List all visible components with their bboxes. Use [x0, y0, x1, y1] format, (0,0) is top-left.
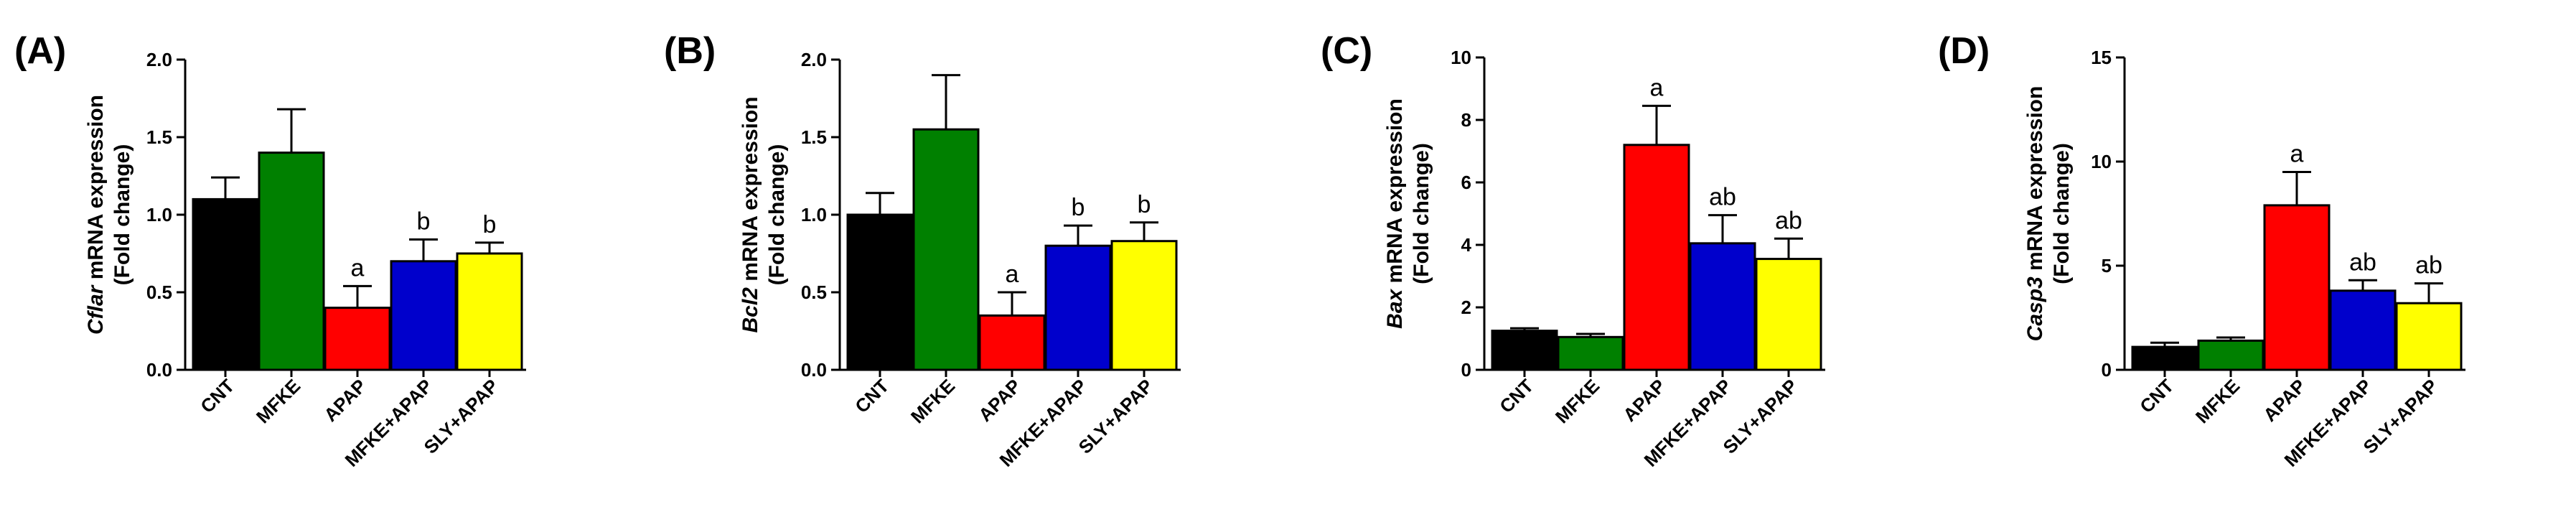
bar-apap: [2263, 204, 2331, 371]
x-tick-label: CNT: [851, 375, 893, 417]
y-tick-label: 4: [1461, 234, 1472, 256]
significance-letter: ab: [2415, 252, 2442, 279]
bar-mfke-apap: [1689, 242, 1756, 371]
bar-sly-apap: [1755, 258, 1822, 371]
panel-label: (C): [1321, 30, 1372, 72]
y-tick-label: 15: [2091, 47, 2112, 68]
bar-mfke-apap: [1044, 244, 1112, 371]
bar-mfke: [1557, 335, 1624, 371]
y-axis-gene: Cflar: [84, 284, 108, 335]
y-axis-title: Bcl2 mRNA expression: [739, 96, 762, 332]
bar-cnt: [846, 213, 914, 371]
y-axis-title: Bax mRNA expression: [1383, 98, 1407, 329]
bar-apap: [1623, 144, 1690, 371]
y-tick-label: 1.5: [801, 126, 827, 148]
significance-letter: a: [351, 254, 365, 281]
panel-label: (A): [14, 30, 66, 72]
bar-apap: [324, 307, 391, 371]
y-tick-label: 1.0: [801, 204, 827, 225]
y-axis-title-line2: (Fold change): [2050, 143, 2074, 284]
x-tick-label: APAP: [1619, 375, 1669, 426]
x-tick-label: MFKE: [252, 375, 304, 427]
y-axis-title-rest: mRNA expression: [739, 96, 762, 287]
x-tick-label: APAP: [974, 375, 1025, 426]
y-axis-title-line2: (Fold change): [111, 144, 134, 286]
significance-letter: ab: [2349, 248, 2376, 276]
bar-mfke-apap: [390, 260, 457, 371]
y-tick-label: 2: [1461, 297, 1471, 318]
y-axis-title-line2: (Fold change): [1410, 143, 1433, 284]
y-axis-title-rest: mRNA expression: [2023, 86, 2047, 277]
panel-c: (C) Bax mRNA expression (Fold change) 0 2 4 6 8…: [1321, 30, 1825, 471]
bar-mfke-apap: [2329, 289, 2397, 371]
panel-d: (D) Casp3 mRNA expression (Fold change) 0 5 1…: [1938, 30, 2465, 471]
y-tick-label: 10: [2091, 151, 2112, 172]
y-axis-title-line2: (Fold change): [765, 144, 789, 286]
y-tick-label: 10: [1451, 47, 1471, 68]
y-axis-title: Cflar mRNA expression: [84, 95, 108, 335]
panel-label: (D): [1938, 30, 1990, 72]
y-tick-label: 2.0: [146, 49, 172, 70]
x-tick-label: APAP: [319, 375, 370, 426]
bar-sly-apap: [1110, 240, 1178, 371]
bar-cnt: [1491, 330, 1558, 371]
x-tick-label: MFKE: [1551, 375, 1603, 427]
bar-sly-apap: [2395, 302, 2463, 371]
x-tick-label: CNT: [2135, 375, 2178, 417]
y-axis-title: Casp3 mRNA expression: [2023, 86, 2047, 342]
y-tick-label: 5: [2102, 255, 2112, 276]
x-tick-label: APAP: [2259, 375, 2310, 426]
bar-sly-apap: [456, 252, 523, 371]
y-tick-label: 0.5: [801, 281, 827, 303]
y-axis-title-rest: mRNA expression: [84, 95, 108, 286]
significance-letter: a: [1650, 74, 1664, 101]
y-tick-label: 0.5: [146, 281, 172, 303]
y-tick-label: 0: [2102, 359, 2112, 381]
y-tick-label: 6: [1461, 172, 1471, 193]
y-axis-gene: Bax: [1383, 288, 1407, 328]
y-tick-label: 0.0: [146, 359, 172, 381]
significance-letter: b: [1072, 194, 1085, 221]
x-tick-label: CNT: [1495, 375, 1537, 417]
y-tick-label: 2.0: [801, 49, 827, 70]
panel-a: (A) Cflar mRNA expression (Fold change) 0.0…: [14, 30, 526, 471]
significance-letter: b: [1138, 191, 1151, 218]
bar-cnt: [2131, 345, 2198, 371]
y-tick-label: 1.0: [146, 204, 172, 225]
x-tick-label: MFKE: [2191, 375, 2244, 427]
y-tick-label: 0: [1461, 359, 1471, 381]
bar-mfke: [2197, 339, 2264, 371]
significance-letter: ab: [1709, 184, 1736, 211]
y-tick-label: 0.0: [801, 359, 827, 381]
y-axis-title-rest: mRNA expression: [1383, 98, 1407, 289]
bar-mfke: [258, 152, 325, 371]
y-axis-gene: Casp3: [2023, 276, 2047, 341]
panel-label: (B): [664, 30, 716, 72]
significance-letter: a: [2290, 141, 2304, 168]
x-tick-label: CNT: [196, 375, 238, 417]
y-tick-label: 1.5: [146, 126, 172, 148]
significance-letter: b: [483, 211, 497, 238]
y-axis-gene: Bcl2: [739, 287, 762, 333]
significance-letter: a: [1006, 261, 1019, 288]
significance-letter: ab: [1775, 207, 1802, 234]
bar-mfke: [912, 128, 980, 371]
y-tick-label: 8: [1461, 109, 1471, 131]
significance-letter: b: [417, 208, 431, 236]
x-tick-label: MFKE: [907, 375, 959, 427]
bar-cnt: [192, 197, 259, 371]
bar-apap: [978, 314, 1046, 371]
panel-b: (B) Bcl2 mRNA expression (Fold change) 0.0 0…: [664, 30, 1181, 471]
